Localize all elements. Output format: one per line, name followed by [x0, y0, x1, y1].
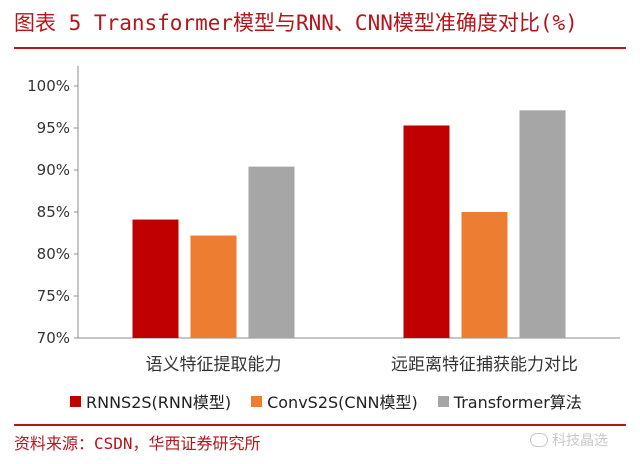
y-tick-label: 100% [27, 77, 70, 95]
bar [461, 212, 508, 338]
bar [248, 166, 295, 338]
y-tick-label: 90% [37, 161, 70, 179]
wechat-icon [530, 433, 548, 447]
legend-swatch-cnn [251, 395, 263, 407]
y-tick-label: 70% [37, 329, 70, 347]
source-note: 资料来源：CSDN，华西证券研究所 [14, 434, 261, 453]
y-tick-label: 95% [37, 119, 70, 137]
watermark: 科技晶选 [530, 430, 608, 450]
legend-label-rnn: RNNS2S(RNN模型) [86, 393, 232, 412]
y-tick-label: 75% [37, 287, 70, 305]
legend-label-transformer: Transformer算法 [453, 393, 582, 412]
legend: RNNS2S(RNN模型) ConvS2S(CNN模型) Transformer… [70, 389, 582, 413]
footer-divider [14, 424, 626, 426]
legend-swatch-transformer [437, 395, 449, 407]
watermark-text: 科技晶选 [552, 433, 608, 449]
legend-swatch-rnn [70, 395, 81, 407]
legend-label-cnn: ConvS2S(CNN模型) [267, 393, 418, 412]
x-tick-label: 远距离特征捕获能力对比 [391, 355, 578, 375]
bar [403, 125, 450, 338]
legend-item-cnn: ConvS2S(CNN模型) [251, 389, 418, 413]
bar [132, 219, 179, 338]
bar [190, 235, 237, 338]
chart-title: 图表 5 Transformer模型与RNN、CNN模型准确度对比(%) [14, 11, 578, 35]
y-tick-label: 85% [37, 203, 70, 221]
legend-item-rnn: RNNS2S(RNN模型) [70, 389, 231, 413]
x-tick-label: 语义特征提取能力 [146, 355, 282, 375]
bar [519, 110, 566, 338]
y-tick-label: 80% [37, 245, 70, 263]
title-divider [14, 47, 626, 49]
legend-item-transformer: Transformer算法 [437, 389, 582, 413]
